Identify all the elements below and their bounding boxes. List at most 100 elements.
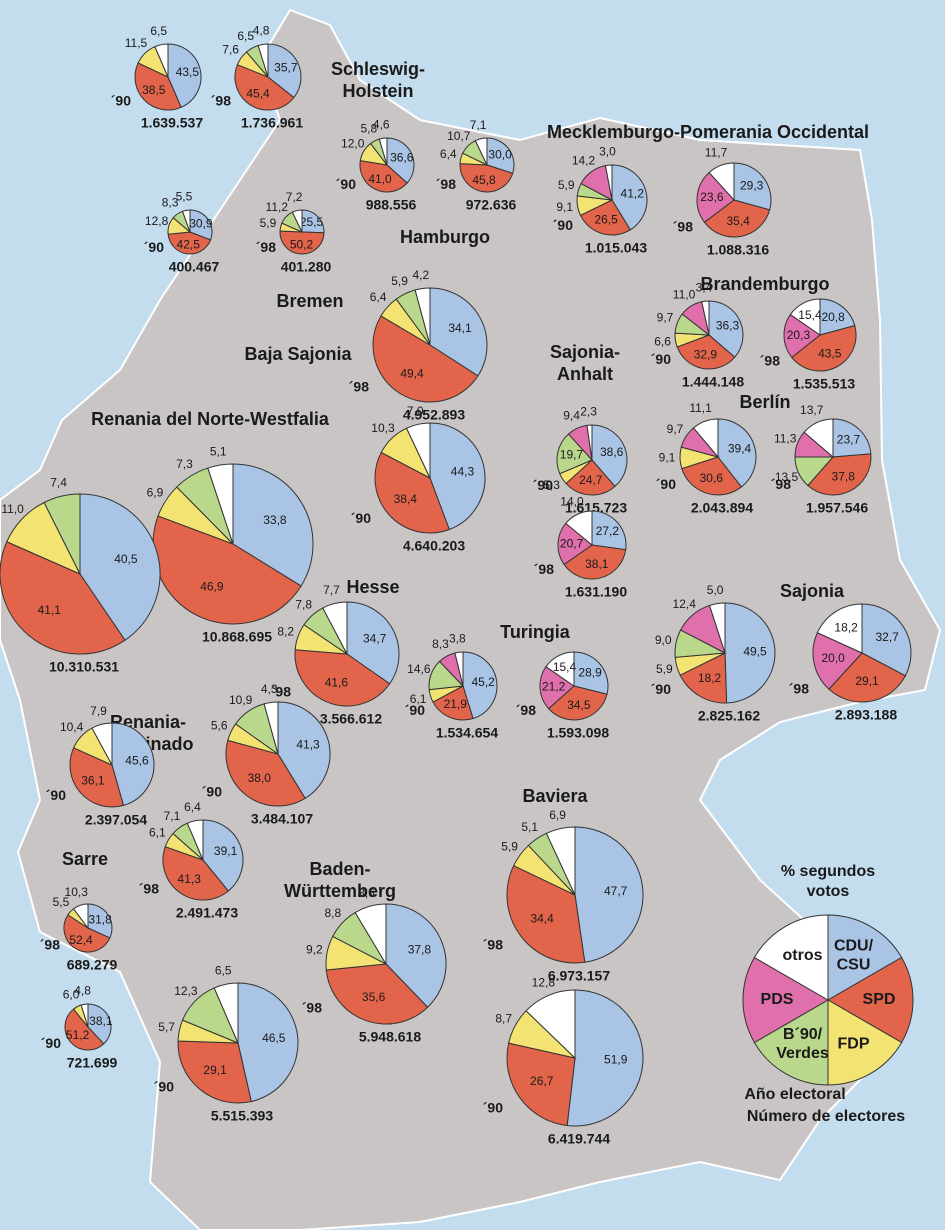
value-label: 32,9 bbox=[694, 347, 718, 361]
value-label: 29,1 bbox=[203, 1063, 227, 1077]
value-label: 29,1 bbox=[855, 674, 879, 688]
value-label: 9,1 bbox=[556, 200, 573, 214]
electors: 1.615.723 bbox=[565, 500, 627, 516]
pie-slice bbox=[354, 903, 387, 966]
value-label: 5,5 bbox=[176, 190, 193, 204]
value-label: 38,5 bbox=[142, 83, 166, 97]
value-label: 32,7 bbox=[875, 630, 899, 644]
pie-slice bbox=[72, 903, 89, 930]
electors: 400.467 bbox=[169, 259, 220, 275]
value-label: 28,9 bbox=[578, 666, 602, 680]
pie-slice bbox=[301, 209, 325, 234]
legend-label: SPD bbox=[863, 991, 896, 1008]
election-year: ´98 bbox=[349, 378, 369, 394]
value-label: 47,7 bbox=[604, 884, 628, 898]
election-year: ´90 bbox=[202, 784, 222, 800]
value-label: 13,5 bbox=[775, 470, 799, 484]
pie-slice bbox=[807, 453, 872, 496]
legend-electors-note: Número de electores bbox=[747, 1108, 905, 1125]
value-label: 39,4 bbox=[728, 442, 752, 456]
electors: 2.825.162 bbox=[698, 708, 760, 724]
value-label: 5,7 bbox=[158, 1020, 175, 1034]
election-year: ´98 bbox=[256, 239, 276, 255]
value-label: 13,7 bbox=[800, 403, 824, 417]
legend-label: CSU bbox=[837, 957, 871, 974]
value-label: 4,6 bbox=[373, 118, 390, 132]
value-label: 12,8 bbox=[532, 976, 556, 990]
state-name: Renania del Norte-Westfalia bbox=[91, 409, 330, 429]
value-label: 42,5 bbox=[177, 237, 201, 251]
value-label: 9,2 bbox=[306, 942, 323, 956]
value-label: 24,7 bbox=[579, 473, 603, 487]
election-year: ´90 bbox=[483, 1100, 503, 1116]
electors: 1.631.190 bbox=[565, 584, 627, 600]
value-label: 7,4 bbox=[50, 476, 67, 490]
electors: 1.639.537 bbox=[141, 115, 203, 131]
pie-slice bbox=[0, 541, 126, 655]
value-label: 14,0 bbox=[560, 495, 584, 509]
pie-slice bbox=[414, 287, 431, 346]
election-year: ´98 bbox=[40, 937, 60, 953]
pie-slice bbox=[696, 171, 735, 224]
pie-slice bbox=[545, 651, 575, 687]
pie-slice bbox=[322, 601, 348, 655]
state-name: Mecklemburgo-Pomerania Occidental bbox=[547, 122, 869, 142]
pie-slice bbox=[63, 914, 111, 953]
legend-title: votos bbox=[807, 883, 850, 900]
value-label: 36,1 bbox=[81, 774, 105, 788]
pie-slice bbox=[69, 747, 125, 808]
pie-slice bbox=[506, 864, 586, 964]
value-label: 5,9 bbox=[260, 216, 277, 230]
pie-slice bbox=[703, 199, 771, 238]
pie-slice bbox=[566, 989, 644, 1127]
electors: 2.893.188 bbox=[835, 707, 897, 723]
value-label: 10,4 bbox=[60, 720, 84, 734]
legend-slice bbox=[827, 914, 903, 1001]
value-label: 52,4 bbox=[69, 933, 93, 947]
value-label: 23,6 bbox=[700, 190, 724, 204]
pie-slice bbox=[486, 137, 515, 174]
value-label: 4,8 bbox=[74, 984, 91, 998]
electors: 3.566.612 bbox=[320, 711, 382, 727]
electors: 10.868.695 bbox=[202, 629, 272, 645]
value-label: 35,7 bbox=[274, 61, 298, 75]
pie-slice bbox=[733, 162, 772, 211]
pie-slice bbox=[591, 510, 627, 551]
value-label: 11,5 bbox=[125, 36, 148, 50]
legend-slice bbox=[753, 914, 829, 1001]
value-label: 36,6 bbox=[390, 151, 414, 165]
pie-slice bbox=[186, 819, 204, 861]
value-label: 7,6 bbox=[222, 42, 239, 56]
electors: 2.491.473 bbox=[176, 905, 238, 921]
legend-slice bbox=[742, 956, 829, 1044]
value-label: 45,2 bbox=[471, 675, 495, 689]
value-label: 8,3 bbox=[162, 195, 179, 209]
value-label: 38,1 bbox=[585, 557, 609, 571]
value-label: 7,1 bbox=[470, 118, 487, 132]
value-label: 2,3 bbox=[580, 404, 597, 418]
pie-slice bbox=[676, 334, 736, 370]
value-label: 7,2 bbox=[286, 190, 303, 204]
value-label: 6,4 bbox=[440, 147, 457, 161]
pie-slice bbox=[162, 846, 230, 901]
pie-slice bbox=[783, 313, 821, 359]
value-label: 6,6 bbox=[654, 334, 671, 348]
election-year: ´98 bbox=[139, 881, 159, 897]
election-year: ´90 bbox=[656, 476, 676, 492]
pie-slice bbox=[816, 603, 863, 654]
pie-slice bbox=[167, 43, 202, 108]
state-name: Bremen bbox=[276, 291, 343, 311]
value-label: 37,8 bbox=[408, 943, 432, 957]
election-year: ´90 bbox=[144, 239, 164, 255]
value-label: 8,2 bbox=[277, 625, 294, 639]
pie-slice bbox=[177, 1040, 252, 1104]
election-year: ´90 bbox=[46, 787, 66, 803]
pie-slice bbox=[681, 456, 743, 496]
electors: 689.279 bbox=[67, 957, 118, 973]
election-year: ´90 bbox=[41, 1035, 61, 1051]
election-year: ´98 bbox=[271, 684, 291, 700]
value-label: 5,9 bbox=[501, 839, 518, 853]
legend-slice bbox=[827, 956, 914, 1044]
